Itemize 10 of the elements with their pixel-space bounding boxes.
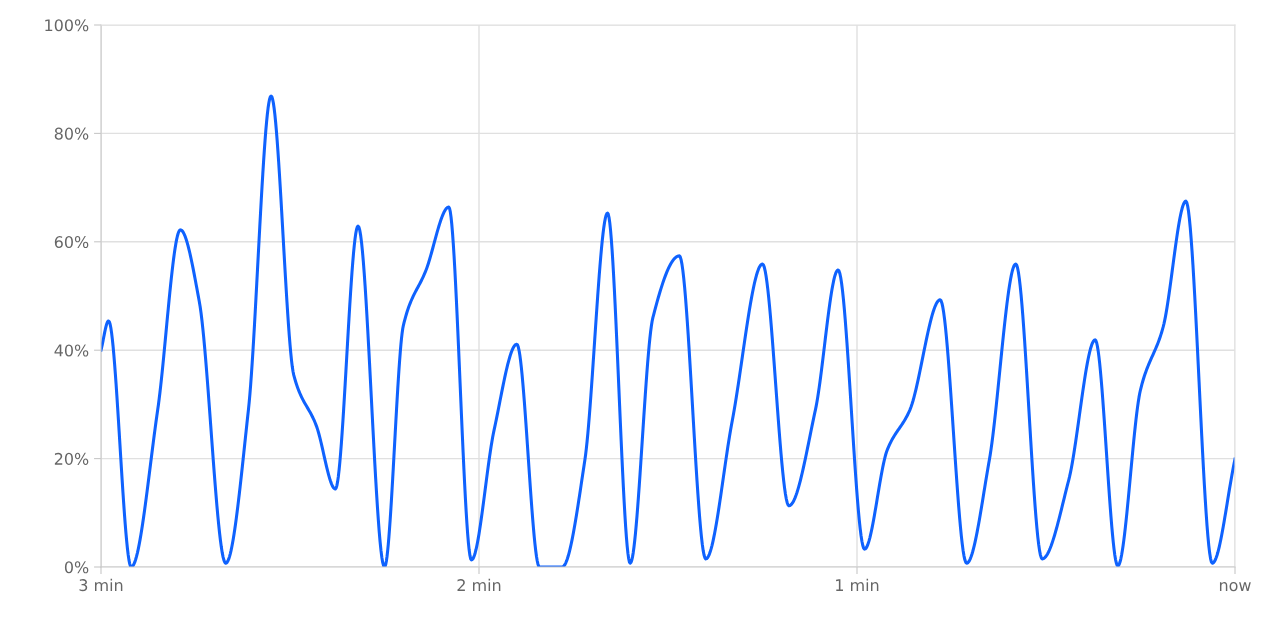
y-tick-label: 60% xyxy=(54,236,89,249)
y-tick-label: 20% xyxy=(54,452,89,465)
x-tick-label: 1 min xyxy=(836,578,879,591)
y-tick-label: 80% xyxy=(54,127,89,140)
x-tick-label: 2 min xyxy=(457,578,501,591)
x-tick-label: now xyxy=(1219,582,1251,592)
y-tick-label: 0% xyxy=(64,561,89,574)
y-tick-label: 40% xyxy=(54,344,89,357)
y-tick-label: 100% xyxy=(45,19,89,32)
x-tick-label: 3 min xyxy=(79,578,123,592)
